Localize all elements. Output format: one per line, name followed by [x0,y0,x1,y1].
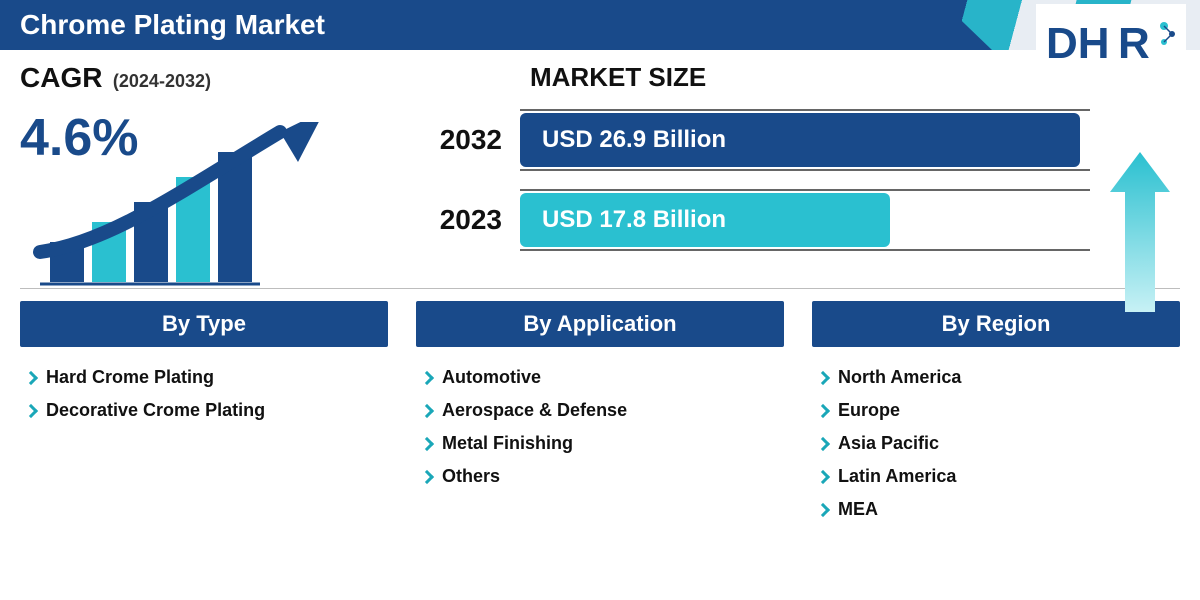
bar-label-1: USD 17.8 Billion [542,206,726,234]
bar-year-0: 2032 [410,124,520,156]
svg-text:DH: DH [1046,19,1110,68]
chevron-icon [816,370,830,384]
brand-logo: DH R [1036,4,1186,84]
bar-0: USD 26.9 Billion [520,113,1080,167]
segment-item-label: Decorative Crome Plating [46,400,265,421]
segment-item-label: North America [838,367,961,388]
bar-row: 2032 USD 26.9 Billion [410,109,1180,171]
segment-item-label: Latin America [838,466,956,487]
bar-year-1: 2023 [410,204,520,236]
segment-item-label: Aerospace & Defense [442,400,627,421]
segment-item: Latin America [812,460,1180,493]
segment-column: By RegionNorth AmericaEuropeAsia Pacific… [812,301,1180,526]
chevron-icon [24,370,38,384]
chevron-icon [816,502,830,516]
segment-item: Metal Finishing [416,427,784,460]
segment-item: MEA [812,493,1180,526]
segment-item: Asia Pacific [812,427,1180,460]
up-arrow-icon [1110,152,1170,312]
bar-1: USD 17.8 Billion [520,193,890,247]
segment-item: Aerospace & Defense [416,394,784,427]
bar-track-0: USD 26.9 Billion [520,109,1090,171]
chevron-icon [420,436,434,450]
cagr-label: CAGR [20,62,102,94]
growth-bar-chart-icon [20,122,350,292]
chevron-icon [420,469,434,483]
market-size-block: MARKET SIZE 2032 USD 26.9 Billion 2023 U… [380,62,1180,280]
segment-item: Automotive [416,361,784,394]
segment-item-label: Asia Pacific [838,433,939,454]
header-title: Chrome Plating Market [20,9,325,41]
bar-track-1: USD 17.8 Billion [520,189,1090,251]
segment-item: Decorative Crome Plating [20,394,388,427]
segment-column: By Type Hard Crome Plating Decorative Crom… [20,301,388,526]
segment-item-label: MEA [838,499,878,520]
segment-header: By Application [416,301,784,347]
segment-item-label: Others [442,466,500,487]
top-section: CAGR (2024-2032) 4.6% MARKET SIZE 2032 U… [0,50,1200,280]
segment-column: By Application Automotive Aerospace & Defe… [416,301,784,526]
chevron-icon [24,403,38,417]
segment-item: North America [812,361,1180,394]
cagr-range: (2024-2032) [113,71,211,91]
bar-row: 2023 USD 17.8 Billion [410,189,1180,251]
segment-item: Hard Crome Plating [20,361,388,394]
market-bar-chart: 2032 USD 26.9 Billion 2023 USD 17.8 Bill… [410,109,1180,251]
segment-item: Others [416,460,784,493]
segment-header: By Type [20,301,388,347]
segment-item-label: Europe [838,400,900,421]
cagr-block: CAGR (2024-2032) 4.6% [20,62,380,280]
segment-item: Europe [812,394,1180,427]
segment-item-label: Metal Finishing [442,433,573,454]
chevron-icon [816,403,830,417]
segment-columns: By Type Hard Crome Plating Decorative Crom… [0,289,1200,526]
segment-item-label: Automotive [442,367,541,388]
header-bar: Chrome Plating Market [0,0,1200,50]
chevron-icon [420,403,434,417]
chevron-icon [420,370,434,384]
bar-label-0: USD 26.9 Billion [542,126,726,154]
segment-item-label: Hard Crome Plating [46,367,214,388]
chevron-icon [816,436,830,450]
chevron-icon [816,469,830,483]
svg-text:R: R [1118,19,1150,68]
